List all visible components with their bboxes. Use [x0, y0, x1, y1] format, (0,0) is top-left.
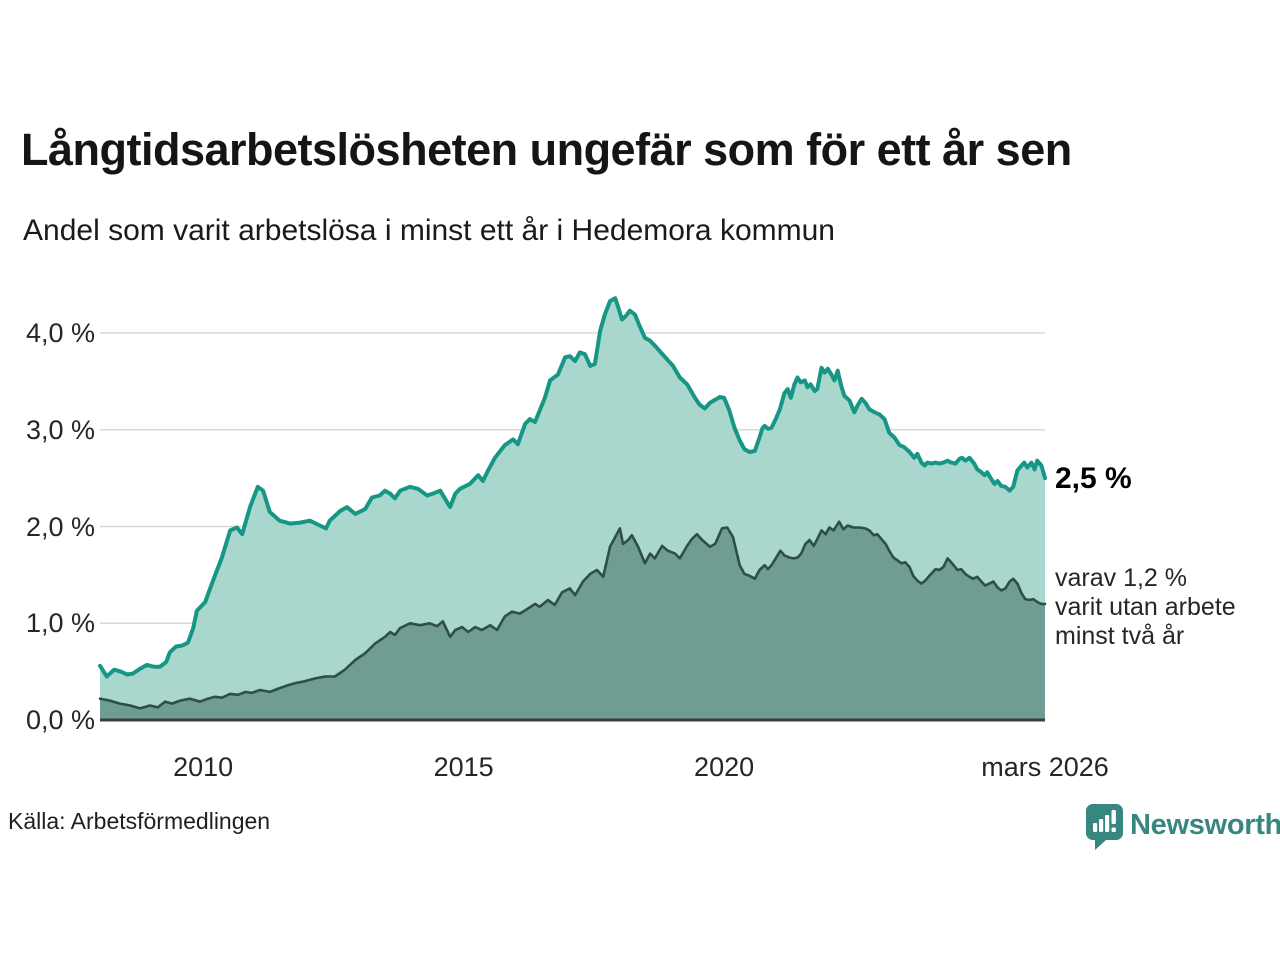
chart-subtitle: Andel som varit arbetslösa i minst ett å…: [23, 214, 835, 247]
series-total-end-label: 2,5 %: [1055, 462, 1132, 495]
page-title: Långtidsarbetslösheten ungefär som för e…: [21, 124, 1072, 175]
annotation-line-2: varit utan arbete: [1055, 593, 1236, 621]
newsworthy-icon: [1086, 804, 1123, 850]
series-line-2: [98, 520, 1047, 710]
x-tick-label: 2020: [694, 752, 755, 782]
newsworthy-wordmark: Newsworthy: [1130, 808, 1280, 841]
series-line-1: [98, 296, 1047, 679]
newsworthy-logo: Newsworthy: [1086, 804, 1280, 850]
y-tick-label: 0,0 %: [25, 705, 95, 735]
x-tick-label: mars 2026: [981, 752, 1109, 782]
y-tick-label: 1,0 %: [25, 608, 95, 639]
y-tick-label: 4,0 %: [25, 318, 95, 348]
source-credit: Källa: Arbetsförmedlingen: [8, 808, 271, 834]
series-twoyear-annotation: varav 1,2 % varit utan arbete minst två …: [1055, 564, 1236, 651]
series-area-2: [100, 521, 1045, 720]
y-tick-label: 3,0 %: [25, 414, 95, 445]
x-tick-label: 2015: [433, 752, 494, 782]
annotation-line-1: varav 1,2 %: [1055, 564, 1188, 592]
annotation-line-3: minst två år: [1055, 622, 1185, 650]
y-tick-label: 2,0 %: [25, 511, 95, 542]
x-tick-label: 2010: [173, 752, 234, 782]
